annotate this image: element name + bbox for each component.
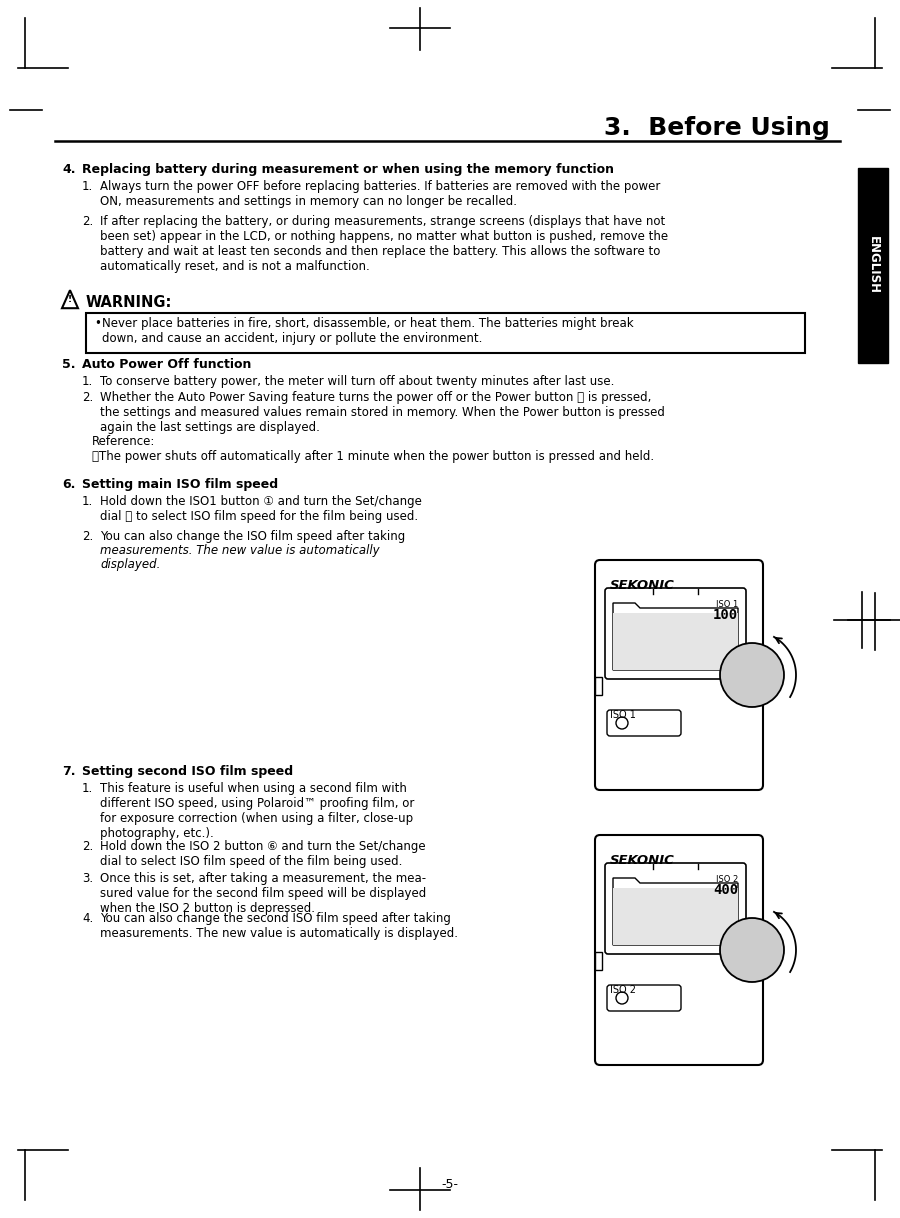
Text: 1.: 1. (82, 180, 94, 192)
FancyBboxPatch shape (605, 864, 746, 954)
Text: Hold down the ISO1 button ① and turn the Set/change
dial ⓣ to select ISO film sp: Hold down the ISO1 button ① and turn the… (100, 495, 422, 523)
Text: WARNING:: WARNING: (86, 295, 173, 311)
Text: If after replacing the battery, or during measurements, strange screens (display: If after replacing the battery, or durin… (100, 216, 668, 273)
Text: 2.: 2. (82, 391, 94, 404)
FancyBboxPatch shape (605, 588, 746, 678)
Text: Never place batteries in fire, short, disassemble, or heat them. The batteries m: Never place batteries in fire, short, di… (102, 317, 634, 345)
Text: displayed.: displayed. (100, 558, 160, 571)
Text: Setting second ISO film speed: Setting second ISO film speed (82, 765, 293, 778)
Text: 7.: 7. (62, 765, 76, 778)
Text: !: ! (68, 296, 72, 304)
Text: 5.: 5. (62, 358, 76, 371)
Text: ISO 2: ISO 2 (610, 985, 636, 995)
Text: Hold down the ISO 2 button ⑥ and turn the Set/change
dial to select ISO film spe: Hold down the ISO 2 button ⑥ and turn th… (100, 840, 426, 868)
Text: Replacing battery during measurement or when using the memory function: Replacing battery during measurement or … (82, 163, 614, 175)
Circle shape (720, 643, 784, 706)
Text: 1.: 1. (82, 495, 94, 508)
Text: Always turn the power OFF before replacing batteries. If batteries are removed w: Always turn the power OFF before replaci… (100, 180, 661, 208)
Bar (595, 677, 602, 695)
Text: This feature is useful when using a second film with
different ISO speed, using : This feature is useful when using a seco… (100, 782, 414, 840)
Text: 1.: 1. (82, 375, 94, 389)
Text: SEKONIC: SEKONIC (610, 854, 675, 867)
Text: •: • (94, 317, 101, 330)
Text: 2.: 2. (82, 840, 94, 853)
Text: The power shuts off automatically after 1 minute when the power button is presse: The power shuts off automatically after … (92, 449, 654, 463)
Text: ISO 1: ISO 1 (716, 600, 738, 609)
Text: 100: 100 (713, 608, 738, 622)
Text: 2.: 2. (82, 530, 94, 543)
Text: 3.: 3. (82, 872, 93, 885)
Text: 400: 400 (713, 883, 738, 896)
Text: 4.: 4. (82, 912, 94, 924)
Text: 4.: 4. (62, 163, 76, 175)
Text: To conserve battery power, the meter will turn off about twenty minutes after la: To conserve battery power, the meter wil… (100, 375, 615, 389)
Text: 6.: 6. (62, 477, 76, 491)
Text: 1.: 1. (82, 782, 94, 795)
Text: 3.  Before Using: 3. Before Using (604, 116, 830, 140)
FancyBboxPatch shape (607, 710, 681, 736)
FancyBboxPatch shape (595, 836, 763, 1065)
Text: Reference:: Reference: (92, 435, 156, 448)
Text: 2.: 2. (82, 216, 94, 228)
Bar (613, 613, 738, 670)
Text: measurements. The new value is automatically: measurements. The new value is automatic… (100, 544, 380, 557)
FancyBboxPatch shape (858, 168, 888, 363)
Text: Once this is set, after taking a measurement, the mea-
sured value for the secon: Once this is set, after taking a measure… (100, 872, 427, 915)
Text: ISO 1: ISO 1 (610, 710, 636, 720)
Text: ENGLISH: ENGLISH (867, 236, 879, 295)
Bar (595, 952, 602, 970)
Text: -5-: -5- (442, 1179, 458, 1191)
Circle shape (720, 918, 784, 982)
Bar (613, 888, 738, 945)
Text: Setting main ISO film speed: Setting main ISO film speed (82, 477, 278, 491)
Text: You can also change the ISO film speed after taking: You can also change the ISO film speed a… (100, 530, 405, 543)
Text: Whether the Auto Power Saving feature turns the power off or the Power button ⓤ : Whether the Auto Power Saving feature tu… (100, 391, 665, 434)
FancyBboxPatch shape (595, 560, 763, 790)
Text: SEKONIC: SEKONIC (610, 579, 675, 592)
Text: You can also change the second ISO film speed after taking
measurements. The new: You can also change the second ISO film … (100, 912, 458, 940)
Text: ISO 2: ISO 2 (716, 875, 738, 884)
Text: Auto Power Off function: Auto Power Off function (82, 358, 251, 371)
FancyBboxPatch shape (86, 313, 805, 353)
FancyBboxPatch shape (607, 985, 681, 1011)
